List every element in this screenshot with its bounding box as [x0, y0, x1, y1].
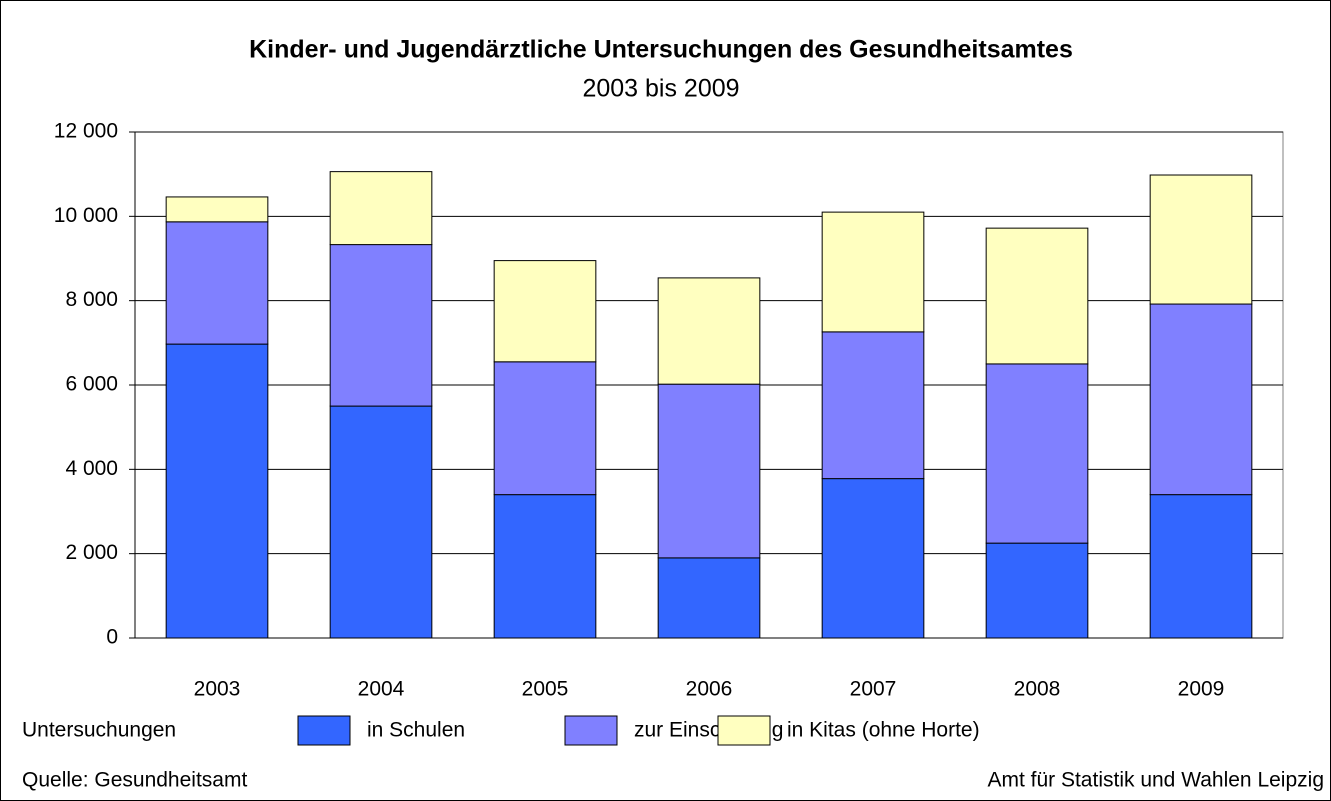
- y-tick-label: 6 000: [65, 373, 118, 396]
- legend-label: in Schulen: [367, 719, 465, 742]
- y-tick-label: 12 000: [54, 120, 118, 143]
- legend-swatch: [297, 715, 351, 746]
- x-tick-label: 2007: [850, 678, 897, 701]
- bar-segment: [657, 383, 761, 559]
- x-tick-label: 2003: [194, 678, 241, 701]
- legend-label: in Kitas (ohne Horte): [787, 719, 980, 742]
- bar-segment: [1149, 303, 1253, 496]
- x-tick-label: 2008: [1014, 678, 1061, 701]
- bar-segment: [493, 361, 597, 496]
- x-tick-label: 2005: [522, 678, 569, 701]
- bar-segment: [657, 557, 761, 639]
- bar-segment: [985, 363, 1089, 544]
- bar-segment: [165, 221, 269, 345]
- y-tick-label: 10 000: [54, 204, 118, 227]
- y-tick-label: 8 000: [65, 288, 118, 311]
- bar-segment: [821, 211, 925, 333]
- legend-swatch: [717, 715, 771, 746]
- credit: Amt für Statistik und Wahlen Leipzig: [987, 769, 1324, 792]
- bar-segment: [329, 405, 433, 639]
- bar-segment: [493, 494, 597, 639]
- bar-segment: [985, 542, 1089, 639]
- x-tick-label: 2004: [358, 678, 405, 701]
- bar-segment: [165, 343, 269, 639]
- y-tick-label: 0: [106, 626, 118, 649]
- bar-segment: [329, 244, 433, 407]
- bar-segment: [821, 478, 925, 639]
- bar-segment: [165, 196, 269, 223]
- y-tick-label: 4 000: [65, 457, 118, 480]
- bar-segment: [1149, 494, 1253, 639]
- source: Quelle: Gesundheitsamt: [22, 769, 247, 792]
- bar-segment: [329, 171, 433, 246]
- bar-segment: [985, 227, 1089, 365]
- bar-segment: [493, 260, 597, 363]
- x-tick-label: 2009: [1178, 678, 1225, 701]
- bar-segment: [657, 277, 761, 385]
- bar-segment: [821, 331, 925, 480]
- y-tick-label: 2 000: [65, 541, 118, 564]
- chart-subtitle: 2003 bis 2009: [582, 75, 739, 103]
- legend-swatch: [564, 715, 618, 746]
- bar-segment: [1149, 174, 1253, 305]
- x-tick-label: 2006: [686, 678, 733, 701]
- chart-title: Kinder- und Jugendärztliche Untersuchung…: [249, 36, 1073, 64]
- legend-title: Untersuchungen: [22, 719, 176, 742]
